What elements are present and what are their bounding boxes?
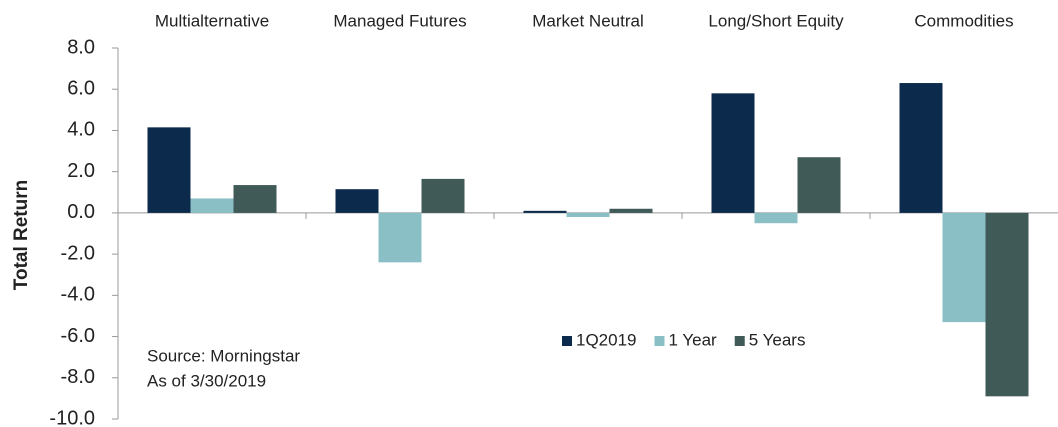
legend-label: 1 Year <box>669 330 718 349</box>
bar <box>147 127 191 213</box>
y-tick-label: 0.0 <box>67 201 95 223</box>
bar <box>190 198 234 213</box>
y-axis-label: Total Return <box>11 180 32 290</box>
bar <box>985 212 1029 397</box>
bar <box>421 178 465 213</box>
category-label: Market Neutral <box>532 11 643 30</box>
legend-label: 5 Years <box>749 330 806 349</box>
bar <box>609 208 653 213</box>
bar <box>233 185 277 213</box>
annotation: As of 3/30/2019 <box>147 371 266 390</box>
category-label: Managed Futures <box>333 11 466 30</box>
category-label: Commodities <box>914 11 1013 30</box>
bar <box>899 83 943 213</box>
bar <box>797 157 841 213</box>
y-tick-label: 6.0 <box>67 78 95 100</box>
bar <box>942 212 986 323</box>
y-tick-label: -6.0 <box>61 325 95 347</box>
bar <box>566 212 610 218</box>
legend-swatch <box>654 336 665 346</box>
bar <box>711 93 755 213</box>
annotation: Source: Morningstar <box>147 346 300 365</box>
y-tick-label: -4.0 <box>61 284 95 306</box>
legend-label: 1Q2019 <box>576 330 637 349</box>
bar <box>754 212 798 224</box>
bar <box>335 189 379 213</box>
y-tick-label: 8.0 <box>67 36 95 58</box>
category-label: Multialternative <box>155 11 269 30</box>
y-tick-label: 4.0 <box>67 119 95 141</box>
bar <box>378 212 422 263</box>
bar <box>523 210 567 213</box>
legend-swatch <box>562 336 572 346</box>
category-label: Long/Short Equity <box>708 11 844 30</box>
y-tick-label: -8.0 <box>61 366 95 388</box>
y-tick-label: -2.0 <box>61 242 95 264</box>
y-tick-label: -10.0 <box>49 407 95 427</box>
y-tick-label: 2.0 <box>67 160 95 182</box>
legend-swatch <box>734 336 745 346</box>
